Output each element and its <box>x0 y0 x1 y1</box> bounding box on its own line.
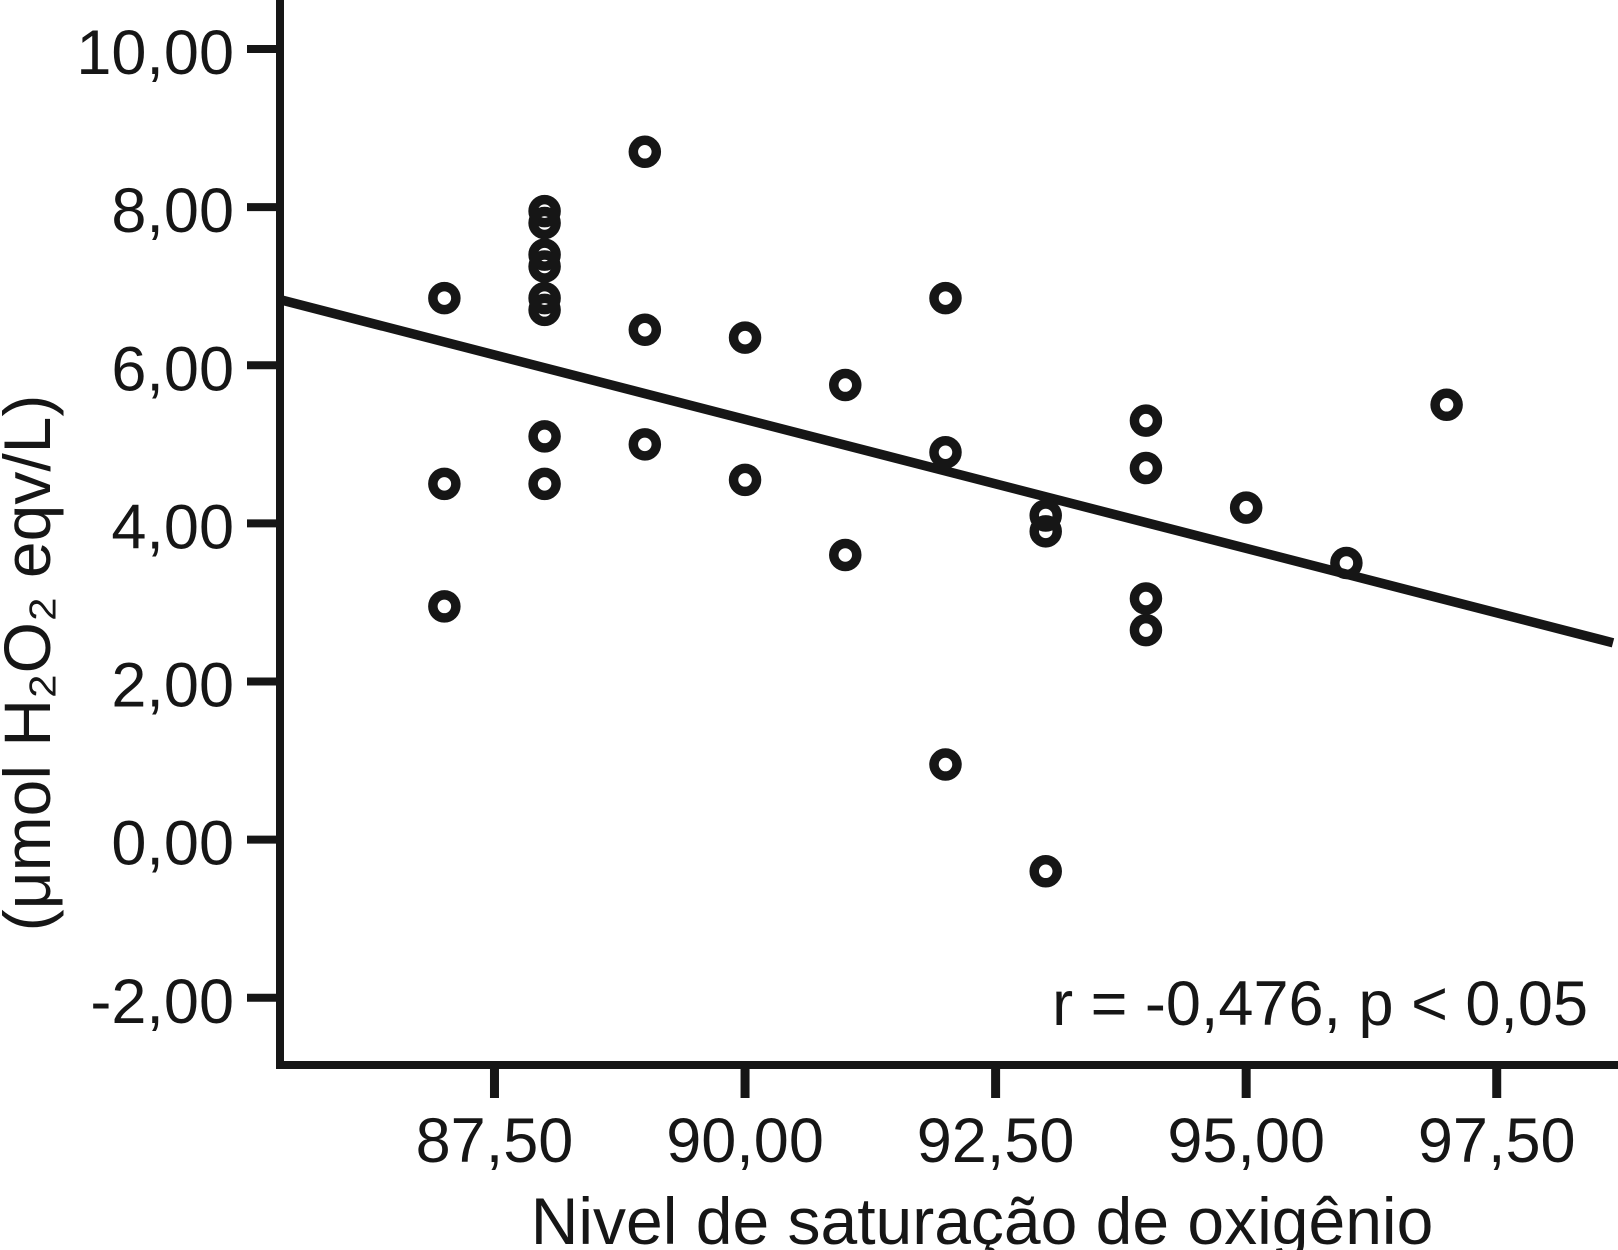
data-point-marker <box>1029 499 1062 532</box>
y-tick-label: 2,00 <box>111 651 234 721</box>
axes <box>276 0 1618 1069</box>
data-point-marker <box>1029 855 1062 888</box>
data-point-marker <box>428 467 461 501</box>
x-tick-label: 97,50 <box>1418 1106 1576 1176</box>
x-tick-label: 92,50 <box>917 1106 1075 1176</box>
y-tick-label: 4,00 <box>111 492 234 562</box>
trend-line <box>278 295 1615 648</box>
data-point-marker <box>1430 388 1463 422</box>
data-point-marker <box>528 194 561 228</box>
data-point-marker <box>428 590 461 623</box>
data-point-marker <box>1129 404 1163 437</box>
x-axis-title: Nivel de saturação de oxigênio <box>531 1184 1434 1250</box>
data-point-marker <box>1229 491 1263 524</box>
x-tick-label: 90,00 <box>666 1106 824 1176</box>
data-point-marker <box>829 368 862 402</box>
y-tick-label: 10,00 <box>76 18 234 88</box>
data-point-marker <box>1029 515 1062 548</box>
data-point-marker <box>1129 451 1163 485</box>
data-point-marker <box>728 463 762 497</box>
data-point-marker <box>528 206 561 240</box>
data-point-marker <box>528 250 561 283</box>
data-point-marker <box>829 538 862 572</box>
data-point-marker <box>728 321 762 354</box>
data-point-marker <box>628 313 662 346</box>
y-tick-label: 0,00 <box>111 809 234 879</box>
data-point-marker <box>929 435 962 469</box>
y-axis-title: (μmol H₂O₂ eqv/L) <box>0 395 64 932</box>
data-point-marker <box>1129 582 1163 615</box>
y-tick-label: 6,00 <box>111 334 234 404</box>
y-tick-label: -2,00 <box>90 967 234 1037</box>
data-point-marker <box>929 748 962 781</box>
trend-line-layer <box>278 295 1615 648</box>
axis-ticks-and-labels: 10,00 8,00 6,00 4,00 2,00 0,00 -2,00 87,50 90,00… <box>76 18 1575 1176</box>
correlation-annotation: r = -0,476, p < 0,05 <box>1052 969 1588 1039</box>
data-point-marker <box>528 420 561 453</box>
data-point-marker <box>628 428 662 461</box>
data-point-marker <box>628 135 662 169</box>
data-point-marker <box>1330 546 1363 580</box>
data-point-marker <box>528 467 561 501</box>
data-point-marker <box>528 238 561 271</box>
data-point-marker <box>528 281 561 315</box>
x-tick-label: 95,00 <box>1167 1106 1325 1176</box>
data-points-layer <box>428 135 1463 888</box>
data-point-marker <box>428 281 461 315</box>
data-point-marker <box>1129 613 1163 647</box>
x-tick-label: 87,50 <box>416 1106 574 1176</box>
y-tick-label: 8,00 <box>111 176 234 246</box>
data-point-marker <box>929 281 962 315</box>
data-point-marker <box>528 293 561 327</box>
